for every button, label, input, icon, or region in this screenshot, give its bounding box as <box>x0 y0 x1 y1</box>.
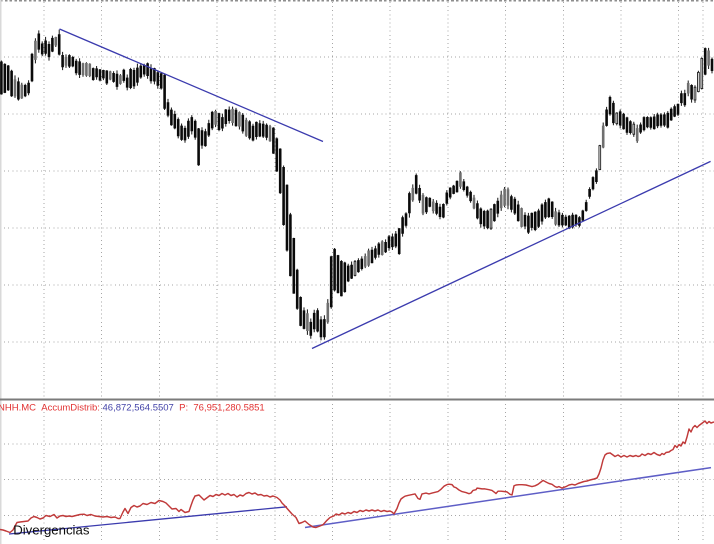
svg-text:Divergencias: Divergencias <box>13 523 90 538</box>
svg-text:NHH.MC AccumDistrib: 46,872,5: NHH.MC AccumDistrib: 46,872,564.5507 P: … <box>0 403 265 414</box>
